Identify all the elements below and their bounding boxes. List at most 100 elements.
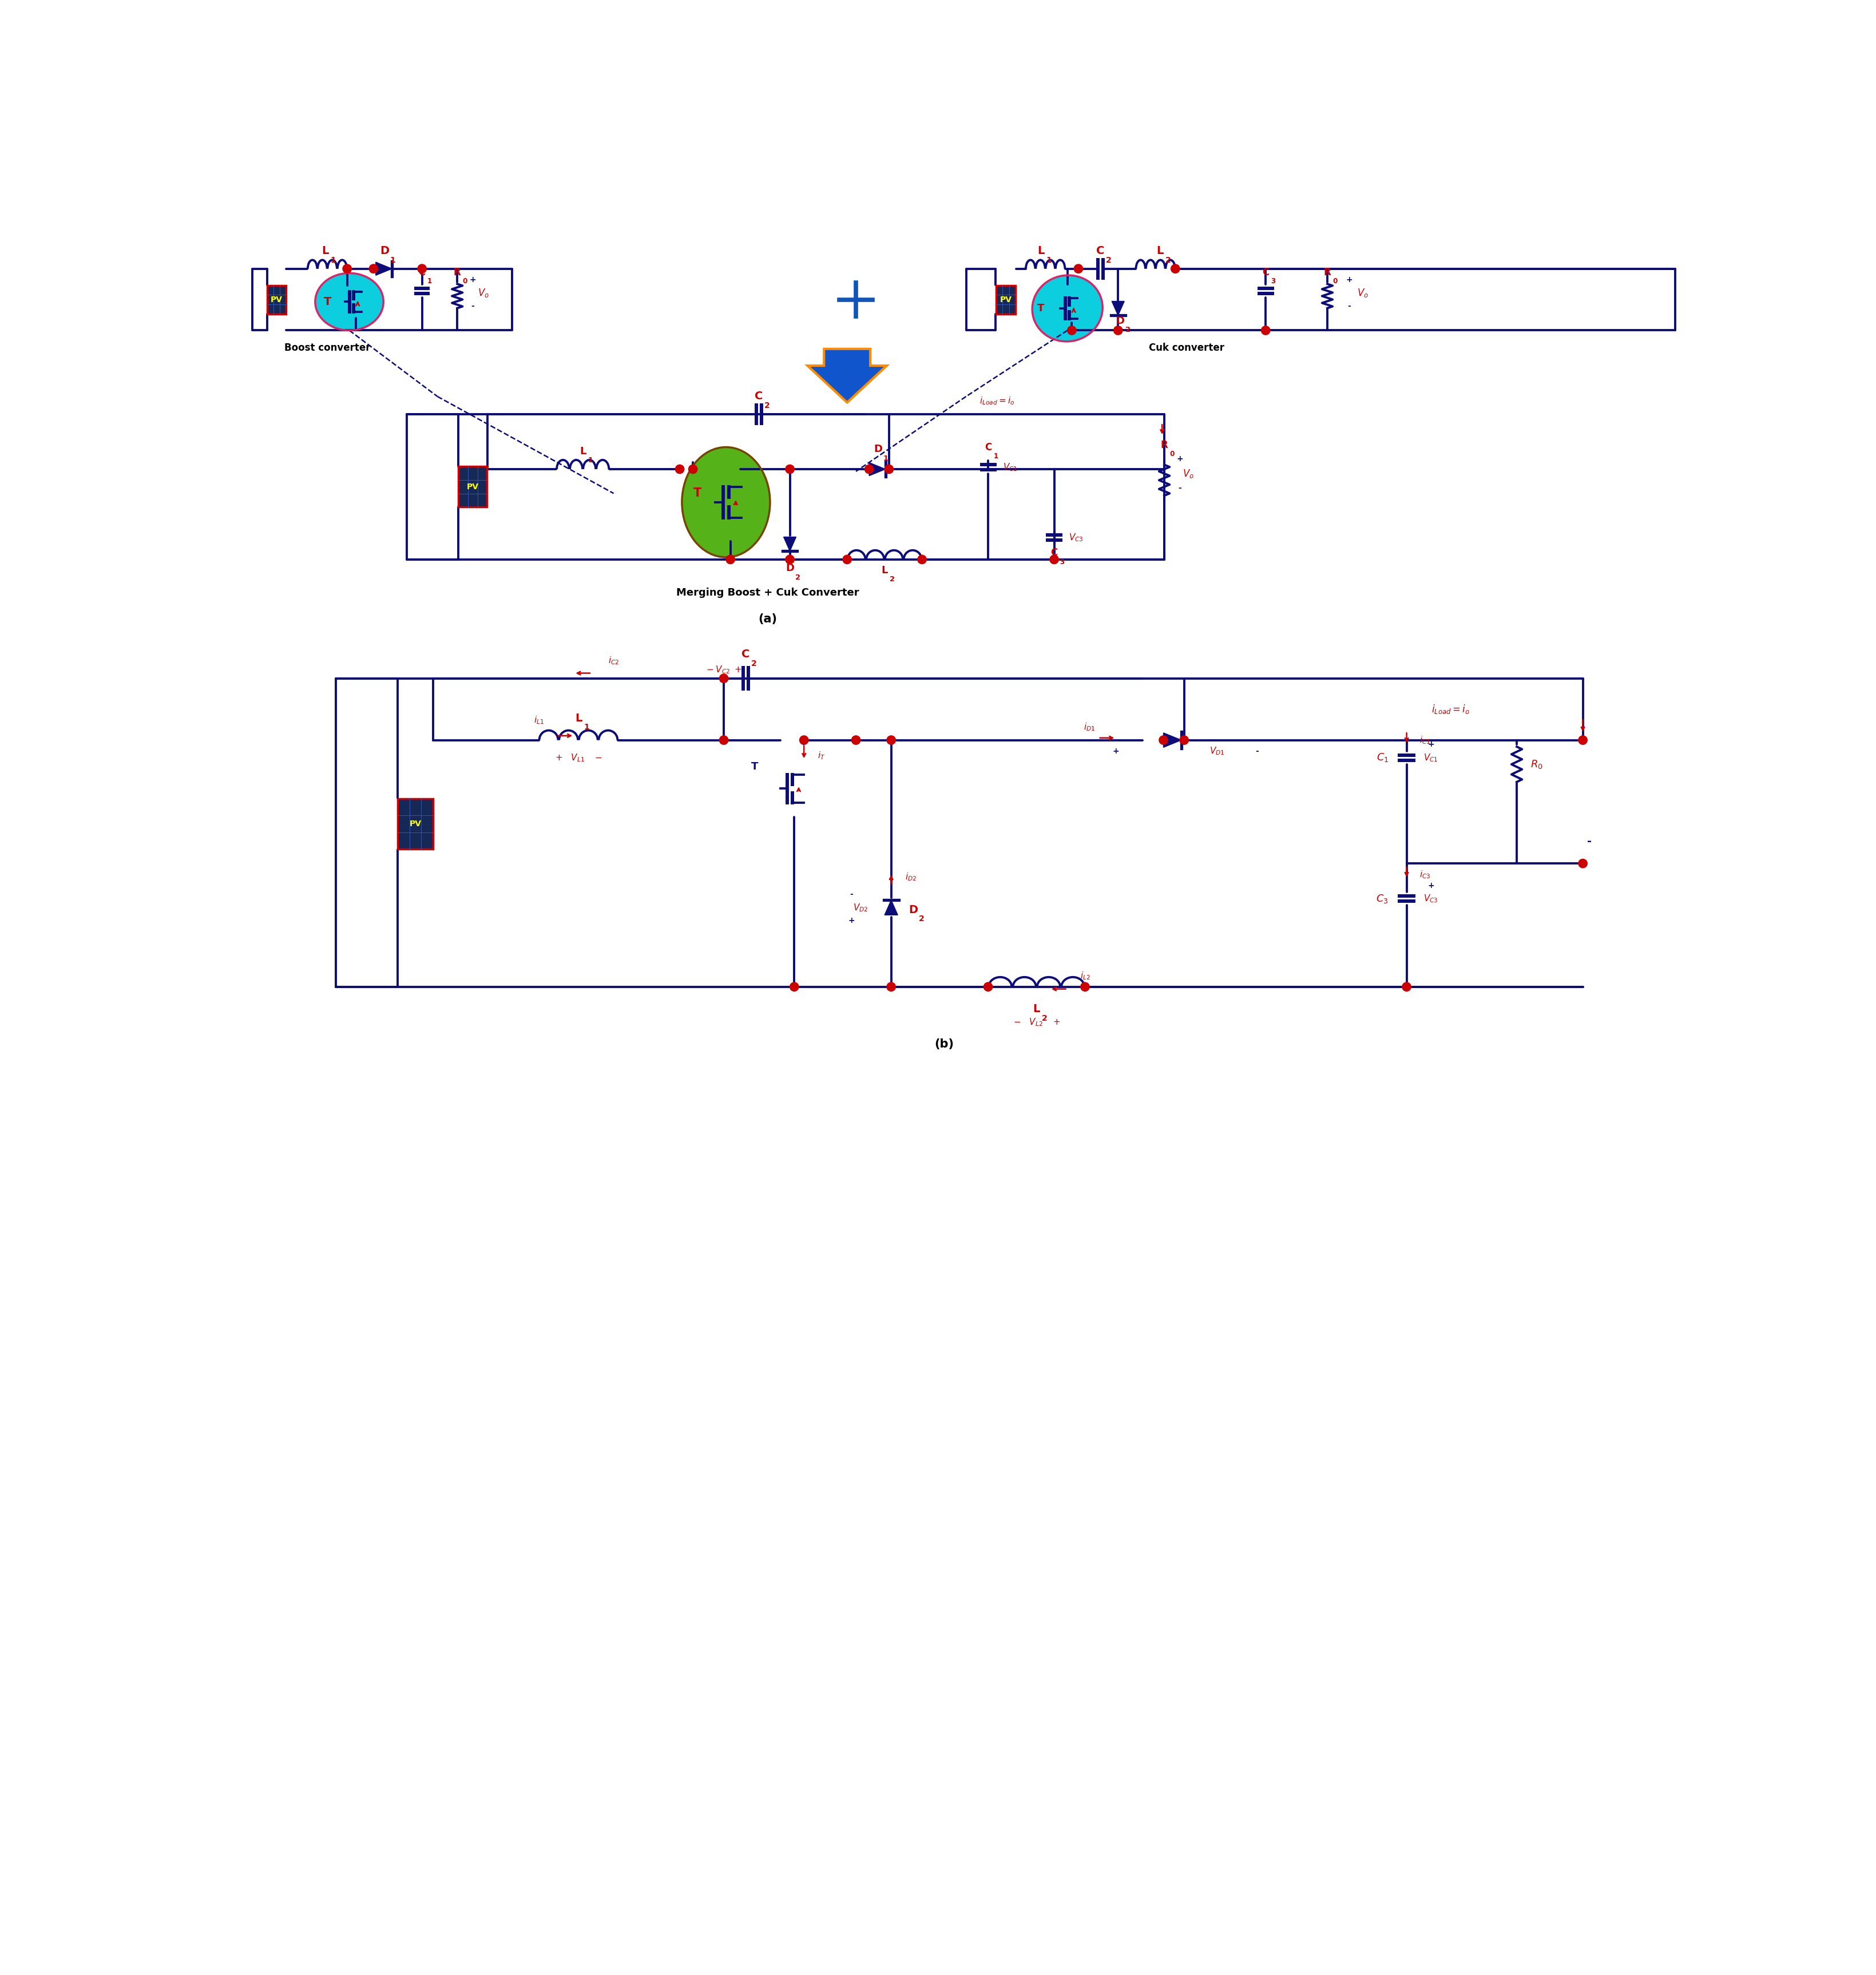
Text: -: - [471, 302, 475, 310]
Text: PV: PV [1000, 296, 1011, 304]
Text: 1: 1 [884, 454, 889, 462]
Circle shape [786, 555, 794, 565]
Text: (a): (a) [758, 612, 777, 624]
Text: $i_{Load}=i_o$: $i_{Load}=i_o$ [1431, 703, 1469, 715]
Text: D: D [874, 444, 882, 454]
Circle shape [1067, 326, 1077, 336]
Circle shape [1081, 982, 1090, 991]
FancyBboxPatch shape [398, 798, 433, 849]
Circle shape [790, 982, 799, 991]
Text: $i_{D2}$: $i_{D2}$ [906, 871, 917, 883]
Text: PV: PV [467, 482, 478, 492]
Circle shape [343, 265, 351, 273]
Circle shape [1159, 737, 1169, 745]
Circle shape [1073, 265, 1082, 273]
Text: C: C [1096, 245, 1105, 257]
Text: $C_3$: $C_3$ [1377, 893, 1388, 905]
Circle shape [887, 737, 895, 745]
Text: 0: 0 [1332, 278, 1338, 284]
Ellipse shape [315, 273, 383, 330]
Text: R: R [454, 267, 461, 276]
Text: 3: 3 [1060, 559, 1064, 565]
Text: 2: 2 [1041, 1013, 1047, 1023]
Text: $i_{L1}$: $i_{L1}$ [533, 715, 544, 725]
Text: $i_T$: $i_T$ [818, 750, 825, 760]
Text: L: L [321, 245, 328, 257]
Ellipse shape [683, 446, 769, 557]
Circle shape [719, 673, 728, 683]
Text: $-\;V_{C2}\;+$: $-\;V_{C2}\;+$ [705, 664, 741, 675]
Text: T: T [750, 762, 758, 772]
Polygon shape [784, 537, 795, 551]
Text: +: + [848, 916, 855, 924]
Polygon shape [1163, 733, 1182, 747]
Circle shape [865, 464, 874, 474]
Text: 1: 1 [390, 257, 396, 265]
Circle shape [1578, 737, 1587, 745]
Text: 1: 1 [428, 278, 431, 284]
Text: 2: 2 [919, 914, 925, 922]
Text: 1: 1 [583, 723, 589, 731]
Circle shape [370, 265, 377, 273]
Text: $+\quad V_{L1}\quad -$: $+\quad V_{L1}\quad -$ [555, 752, 602, 762]
Text: -: - [1347, 302, 1351, 310]
Circle shape [842, 555, 852, 565]
Text: $V_{C1}$: $V_{C1}$ [1004, 462, 1017, 472]
Text: 1: 1 [1047, 257, 1052, 265]
Text: $V_{C1}$: $V_{C1}$ [1424, 752, 1439, 762]
Text: 2: 2 [750, 660, 756, 668]
Text: C: C [418, 267, 426, 276]
Circle shape [675, 464, 685, 474]
Text: D: D [1116, 316, 1124, 326]
Text: C: C [741, 648, 750, 660]
Circle shape [1401, 982, 1411, 991]
Text: 1: 1 [330, 257, 336, 265]
Text: R: R [1161, 440, 1169, 450]
Text: $C_1$: $C_1$ [1377, 752, 1388, 764]
Text: 2: 2 [1165, 257, 1171, 265]
Circle shape [1171, 265, 1180, 273]
Circle shape [688, 464, 698, 474]
Text: L: L [574, 713, 582, 723]
Polygon shape [869, 462, 885, 476]
Text: 2: 2 [1126, 326, 1131, 334]
Text: 3: 3 [1270, 278, 1276, 284]
Text: 0: 0 [1169, 450, 1174, 458]
Text: Merging Boost + Cuk Converter: Merging Boost + Cuk Converter [677, 587, 859, 598]
Text: $i_{C1}$: $i_{C1}$ [1420, 735, 1431, 745]
Circle shape [852, 737, 861, 745]
Text: 2: 2 [889, 577, 895, 583]
Text: -: - [1587, 835, 1591, 847]
FancyBboxPatch shape [458, 466, 488, 508]
Text: L: L [1037, 245, 1045, 257]
Text: 2: 2 [1105, 257, 1111, 265]
Circle shape [719, 737, 728, 745]
Text: T: T [323, 296, 332, 308]
Text: $V_{D1}$: $V_{D1}$ [1210, 747, 1225, 756]
Circle shape [786, 464, 794, 474]
Text: (b): (b) [934, 1039, 953, 1051]
Text: $V_o$: $V_o$ [1184, 468, 1195, 480]
Text: +: + [1176, 454, 1184, 462]
Polygon shape [807, 350, 887, 403]
Text: $V_{C3}$: $V_{C3}$ [1069, 531, 1084, 543]
Circle shape [885, 464, 893, 474]
Circle shape [799, 737, 809, 745]
Text: +: + [1345, 276, 1353, 284]
Text: Cuk converter: Cuk converter [1148, 344, 1225, 354]
Text: L: L [580, 446, 585, 456]
Text: +: + [1428, 741, 1433, 749]
Text: $V_{D2}$: $V_{D2}$ [854, 903, 869, 912]
Text: $V_o$: $V_o$ [478, 286, 490, 298]
Text: T: T [1037, 304, 1045, 314]
Text: L: L [1156, 245, 1163, 257]
Text: 2: 2 [764, 401, 769, 409]
Text: L: L [1034, 1003, 1039, 1015]
Text: 1: 1 [587, 456, 593, 464]
Text: 2: 2 [795, 573, 801, 581]
Circle shape [418, 265, 426, 273]
Circle shape [1261, 326, 1270, 336]
Text: PV: PV [409, 820, 422, 828]
Text: T: T [694, 488, 702, 500]
Text: $i_{C3}$: $i_{C3}$ [1420, 869, 1431, 879]
